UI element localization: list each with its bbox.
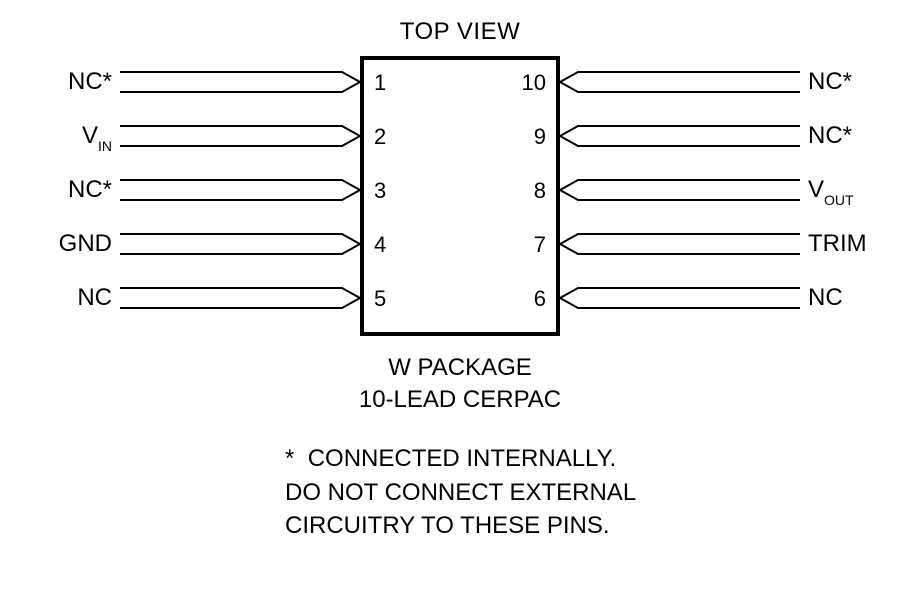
package-label: W PACKAGE 10-LEAD CERPAC — [0, 352, 920, 417]
pin-label-right: TRIM — [808, 230, 867, 258]
pin-number: 6 — [534, 286, 546, 312]
note-line3: CIRCUITRY TO THESE PINS. — [285, 512, 610, 539]
pin-label-right: NC* — [808, 68, 852, 96]
pin-label-right: NC* — [808, 122, 852, 150]
pin-lead-left — [120, 125, 360, 147]
title-top: TOP VIEW — [0, 18, 920, 46]
package-line2: 10-LEAD CERPAC — [359, 386, 561, 413]
pin-lead-left — [120, 71, 360, 93]
pin-label-left: NC — [77, 284, 112, 312]
pin-lead-right — [560, 179, 800, 201]
pin-number: 3 — [374, 178, 386, 204]
pin-label-left: VIN — [82, 122, 112, 152]
pin-number: 9 — [534, 124, 546, 150]
pin-label-right: NC — [808, 284, 843, 312]
pin-lead-left — [120, 233, 360, 255]
note-line1: CONNECTED INTERNALLY. — [308, 445, 617, 472]
diagram-container: TOP VIEW 1NC*2VIN3NC*4GND5NC10NC*9NC*8VO… — [0, 0, 920, 595]
pin-number: 8 — [534, 178, 546, 204]
pin-lead-right — [560, 125, 800, 147]
pin-number: 4 — [374, 232, 386, 258]
pin-number: 5 — [374, 286, 386, 312]
pin-lead-right — [560, 233, 800, 255]
pin-number: 1 — [374, 70, 386, 96]
chip-body — [360, 56, 560, 336]
pin-number: 7 — [534, 232, 546, 258]
package-line1: W PACKAGE — [388, 354, 532, 381]
pin-lead-right — [560, 71, 800, 93]
pin-lead-left — [120, 287, 360, 309]
pin-number: 10 — [522, 70, 546, 96]
note-star: * — [285, 445, 294, 472]
pin-lead-right — [560, 287, 800, 309]
note-line2: DO NOT CONNECT EXTERNAL — [285, 479, 636, 506]
pin-number: 2 — [374, 124, 386, 150]
pin-label-left: NC* — [68, 68, 112, 96]
footnote: * CONNECTED INTERNALLY. DO NOT CONNECT E… — [285, 442, 705, 543]
pin-label-right: VOUT — [808, 176, 854, 206]
pin-label-left: NC* — [68, 176, 112, 204]
pin-lead-left — [120, 179, 360, 201]
pin-label-left: GND — [59, 230, 112, 258]
